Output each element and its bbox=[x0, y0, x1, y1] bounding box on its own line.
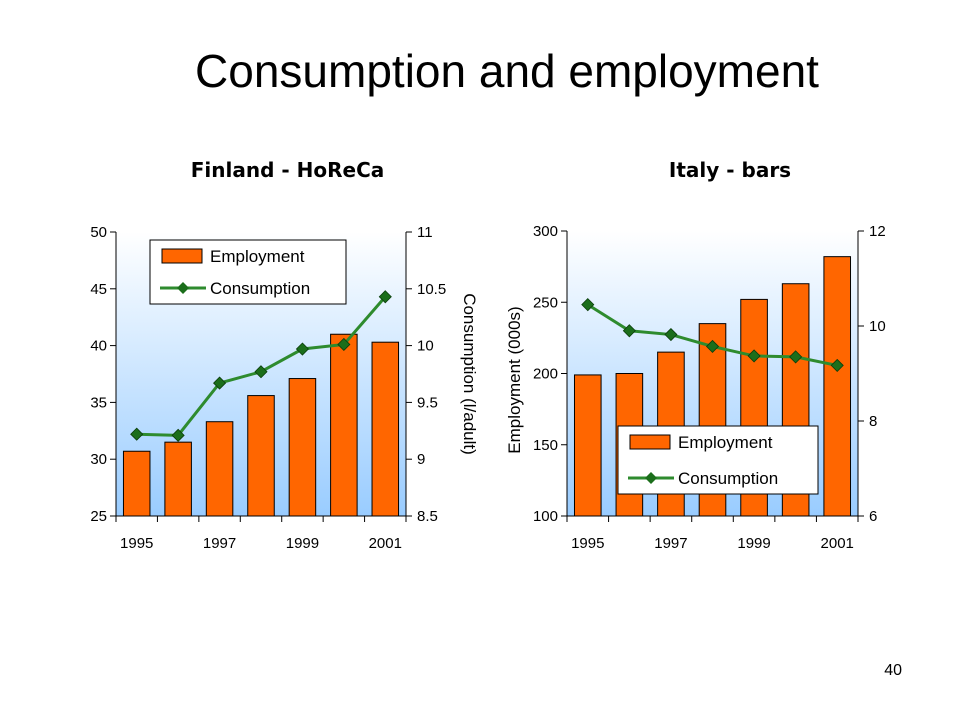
x-tick-label: 1999 bbox=[737, 535, 770, 552]
point-consumption-1997 bbox=[213, 376, 227, 390]
y2-tick-label: 11 bbox=[417, 224, 433, 241]
bar-employment-1997 bbox=[205, 421, 234, 517]
legend-label-employment: Employment bbox=[210, 247, 305, 266]
x-tick-label: 2001 bbox=[821, 535, 854, 552]
y-tick-label: 35 bbox=[90, 394, 107, 411]
bar-employment-1999 bbox=[288, 378, 317, 517]
bar-employment-2001 bbox=[371, 341, 400, 517]
legend-label-consumption: Consumption bbox=[210, 279, 310, 298]
y-tick-label: 25 bbox=[90, 508, 107, 525]
legend-swatch-employment bbox=[161, 248, 203, 264]
y2-tick-label: 9.5 bbox=[417, 394, 438, 411]
x-tick-label: 1995 bbox=[120, 535, 153, 552]
point-consumption-1995 bbox=[581, 298, 595, 312]
y2-tick-label: 9 bbox=[417, 451, 425, 468]
finland-chart: 25 30 35 40 45 50 8.5 9 9.5 10 10.5 11 1995 1997 1999 2… bbox=[90, 224, 479, 552]
legend-swatch-employment bbox=[629, 434, 671, 450]
point-consumption-1999 bbox=[747, 349, 761, 363]
y2-tick-label: 8 bbox=[869, 413, 877, 430]
y-tick-label: 100 bbox=[533, 508, 558, 525]
y2-axis-title: Consumption (l/adult) bbox=[460, 293, 479, 455]
point-consumption-2000 bbox=[337, 337, 351, 352]
bar-employment-2000 bbox=[330, 333, 358, 517]
legend-marker-consumption bbox=[177, 282, 189, 294]
point-consumption-1999 bbox=[295, 342, 309, 356]
chart-title-finland: Finland - HoReCa bbox=[190, 158, 385, 182]
point-consumption-1998 bbox=[254, 365, 268, 379]
point-consumption-2001 bbox=[830, 358, 844, 372]
y2-tick-label: 6 bbox=[869, 508, 877, 525]
point-consumption-2001 bbox=[378, 290, 392, 304]
page-number: 40 bbox=[884, 662, 902, 679]
legend-label-consumption: Consumption bbox=[678, 469, 778, 488]
page-title: Consumption and employment bbox=[195, 45, 819, 97]
bar-employment-1996 bbox=[164, 441, 192, 517]
y-tick-label: 200 bbox=[533, 366, 558, 383]
x-tick-label: 1995 bbox=[571, 535, 604, 552]
point-consumption-1995 bbox=[130, 427, 144, 441]
y-tick-label: 50 bbox=[90, 224, 107, 241]
point-consumption-1998 bbox=[705, 339, 720, 353]
y2-tick-label: 10 bbox=[417, 338, 434, 355]
bar-employment-1995 bbox=[122, 450, 151, 517]
y-tick-label: 150 bbox=[533, 437, 558, 454]
point-consumption-1997 bbox=[664, 327, 678, 342]
chart-title-italy: Italy - bars bbox=[668, 158, 792, 182]
x-tick-label: 1997 bbox=[203, 535, 236, 552]
y-tick-label: 250 bbox=[533, 294, 558, 311]
bar-employment-1998 bbox=[247, 395, 275, 517]
y-tick-label: 300 bbox=[533, 223, 558, 240]
point-consumption-2000 bbox=[789, 350, 803, 364]
x-tick-label: 1997 bbox=[654, 535, 687, 552]
bar-employment-2001 bbox=[823, 256, 852, 517]
point-consumption-1996 bbox=[622, 324, 636, 338]
y2-tick-label: 10 bbox=[869, 318, 886, 335]
italy-chart: 100 150 200 250 300 6 8 10 12 1995 1997 1999 2001 Emp… bbox=[505, 223, 886, 552]
y2-tick-label: 12 bbox=[869, 223, 886, 240]
y-axis-title: Employment (000s) bbox=[505, 306, 524, 453]
y-tick-label: 30 bbox=[90, 451, 107, 468]
y2-tick-label: 10.5 bbox=[417, 281, 446, 298]
legend-marker-consumption bbox=[645, 472, 657, 484]
point-consumption-1996 bbox=[171, 428, 185, 442]
x-tick-label: 2001 bbox=[369, 535, 402, 552]
x-tick-label: 1999 bbox=[286, 535, 319, 552]
y-tick-label: 40 bbox=[90, 338, 107, 355]
y2-tick-label: 8.5 bbox=[417, 508, 438, 525]
y-tick-label: 45 bbox=[90, 281, 107, 298]
legend-label-employment: Employment bbox=[678, 433, 773, 452]
bar-employment-1995 bbox=[573, 374, 602, 517]
